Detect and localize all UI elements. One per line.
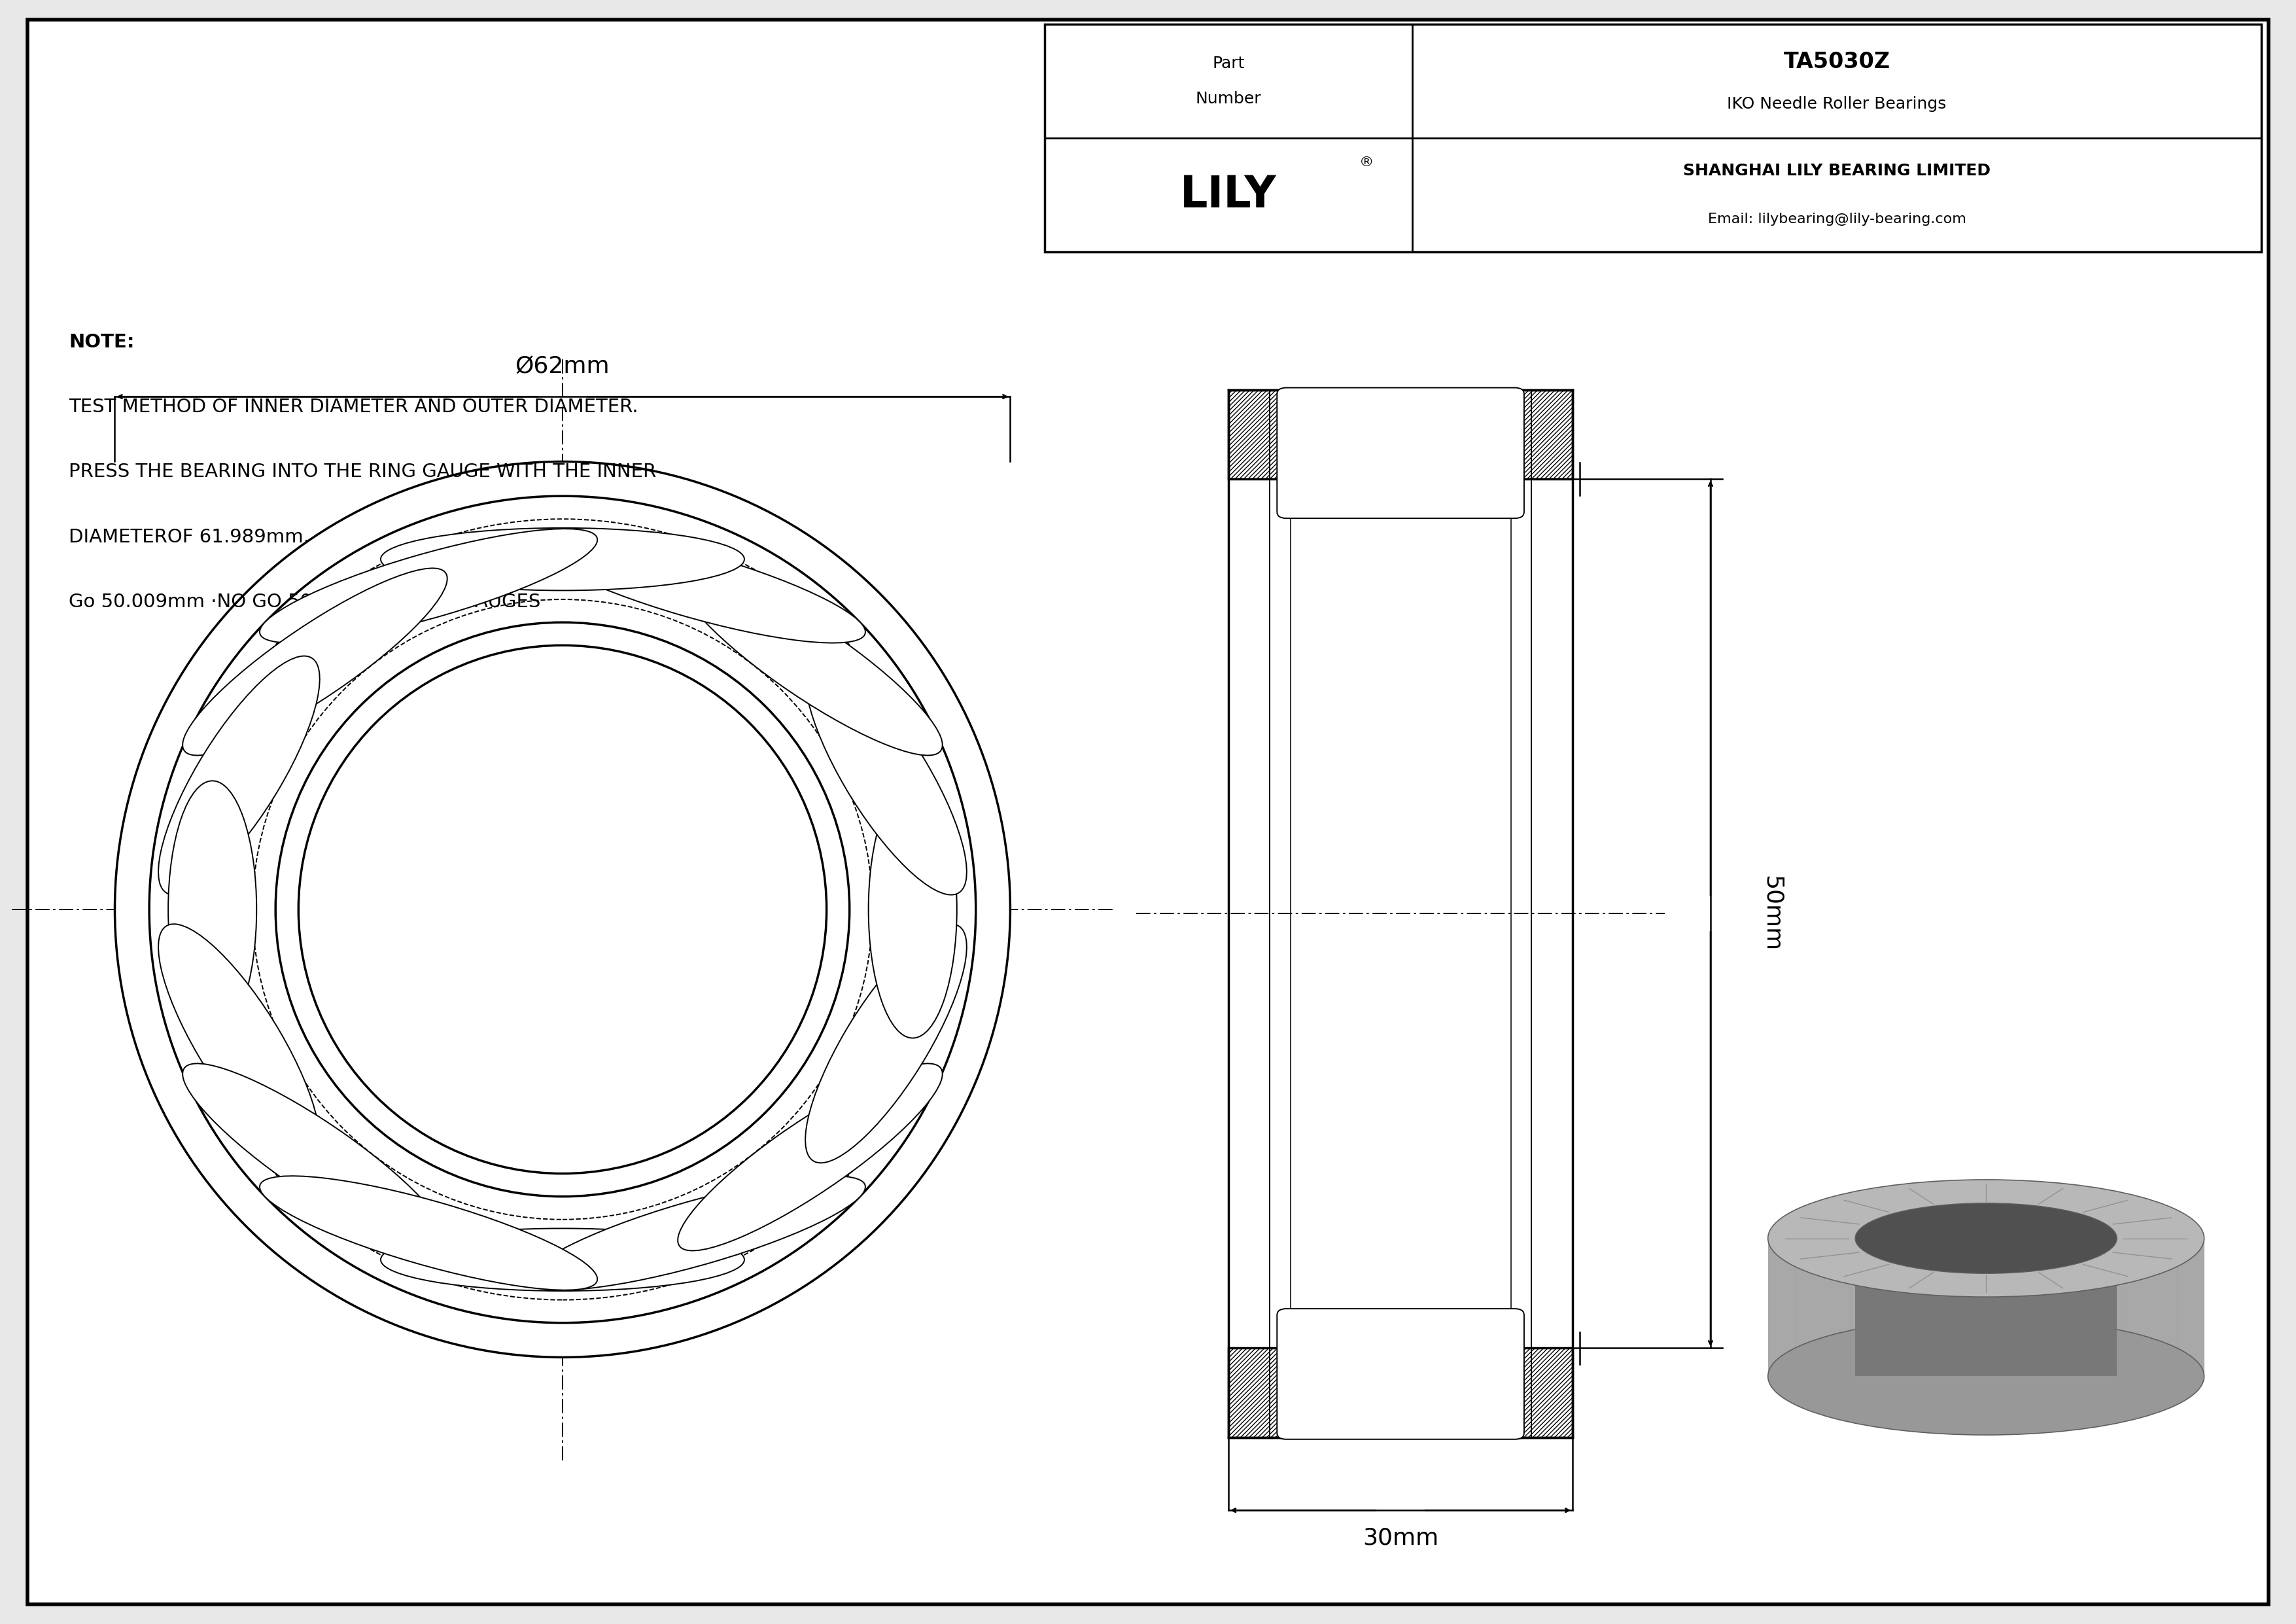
Bar <box>1045 24 2262 252</box>
Bar <box>1228 390 1573 479</box>
FancyBboxPatch shape <box>1277 1309 1525 1439</box>
Text: TEST METHOD OF INNER DIAMETER AND OUTER DIAMETER.: TEST METHOD OF INNER DIAMETER AND OUTER … <box>69 398 638 416</box>
Text: NOTE:: NOTE: <box>69 333 135 351</box>
Ellipse shape <box>528 529 866 643</box>
Ellipse shape <box>184 1064 448 1250</box>
Ellipse shape <box>115 461 1010 1358</box>
Ellipse shape <box>259 1176 597 1289</box>
Text: DIAMETEROF 61.989mm.: DIAMETEROF 61.989mm. <box>69 528 310 546</box>
Bar <box>1855 1239 2117 1377</box>
Ellipse shape <box>158 656 319 895</box>
Ellipse shape <box>276 622 850 1197</box>
FancyBboxPatch shape <box>1277 388 1525 518</box>
Ellipse shape <box>806 924 967 1163</box>
Ellipse shape <box>806 656 967 895</box>
Bar <box>1768 1239 2204 1377</box>
Ellipse shape <box>677 1064 941 1250</box>
Ellipse shape <box>259 529 597 643</box>
Text: ®: ® <box>1359 156 1373 169</box>
Ellipse shape <box>298 645 827 1174</box>
Text: 50mm: 50mm <box>1761 875 1784 952</box>
Ellipse shape <box>868 781 957 1038</box>
Text: 30mm: 30mm <box>1362 1527 1440 1549</box>
Text: Email: lilybearing@lily-bearing.com: Email: lilybearing@lily-bearing.com <box>1708 213 1965 226</box>
Ellipse shape <box>149 495 976 1324</box>
Ellipse shape <box>677 568 941 755</box>
Ellipse shape <box>168 781 257 1038</box>
Ellipse shape <box>1855 1203 2117 1273</box>
Ellipse shape <box>1768 1317 2204 1436</box>
Ellipse shape <box>381 528 744 591</box>
Text: Part: Part <box>1212 55 1244 71</box>
Text: Go 50.009mm ·NO GO 50.034mm FIXED GAUGES: Go 50.009mm ·NO GO 50.034mm FIXED GAUGES <box>69 593 542 611</box>
Ellipse shape <box>184 568 448 755</box>
Text: Number: Number <box>1196 91 1261 107</box>
Text: SHANGHAI LILY BEARING LIMITED: SHANGHAI LILY BEARING LIMITED <box>1683 162 1991 179</box>
Ellipse shape <box>381 1228 744 1291</box>
Text: IKO Needle Roller Bearings: IKO Needle Roller Bearings <box>1727 96 1947 112</box>
Text: Ø62mm: Ø62mm <box>514 356 611 377</box>
Text: PRESS THE BEARING INTO THE RING GAUGE WITH THE INNER: PRESS THE BEARING INTO THE RING GAUGE WI… <box>69 463 657 481</box>
Ellipse shape <box>158 924 319 1163</box>
Text: LILY: LILY <box>1180 174 1277 216</box>
Ellipse shape <box>528 1176 866 1289</box>
Bar <box>1228 1348 1573 1437</box>
Text: TA5030Z: TA5030Z <box>1784 50 1890 73</box>
Ellipse shape <box>1768 1179 2204 1298</box>
